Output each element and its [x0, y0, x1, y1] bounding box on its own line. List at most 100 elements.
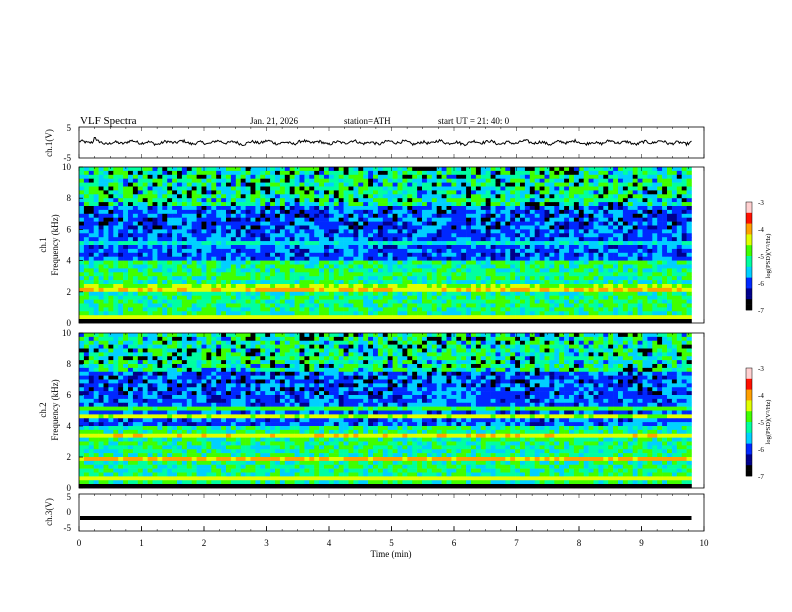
spectrogram-cell [191, 202, 197, 207]
spectrogram-cell [485, 295, 491, 300]
spectrogram-cell [461, 299, 467, 304]
spectrogram-cell [529, 233, 535, 238]
spectrogram-cell [456, 213, 462, 218]
spectrogram-cell [510, 315, 516, 320]
spectrogram-cell [181, 186, 188, 191]
spectrogram-cell [181, 194, 188, 199]
spectrogram-cell [686, 170, 692, 176]
spectrogram-cell [382, 198, 388, 203]
spectrogram-cell [618, 311, 624, 316]
spectrogram-cell [128, 299, 134, 304]
spectrogram-cell [593, 213, 599, 218]
spectrogram-cell [373, 167, 379, 172]
spectrogram-cell [137, 311, 143, 316]
spectrogram-cell [235, 284, 241, 289]
spectrogram-cell [324, 272, 330, 277]
spectrogram-cell [333, 272, 339, 277]
spectrogram-cell [657, 237, 663, 242]
spectrogram-cell [657, 260, 663, 265]
spectrogram-cell [627, 264, 633, 269]
spectrogram-cell [294, 229, 300, 234]
spectrogram-cell [676, 225, 682, 230]
spectrogram-cell [686, 245, 692, 250]
spectrogram-cell [431, 272, 437, 277]
spectrogram-cell [426, 264, 433, 269]
spectrogram-cell [304, 284, 310, 289]
spectrogram-cell [510, 284, 516, 289]
spectrogram-cell [637, 256, 643, 261]
spectrogram-cell [230, 213, 237, 218]
spectrogram-cell [304, 174, 310, 179]
spectrogram-cell [270, 178, 276, 183]
spectrogram-cell [206, 206, 212, 211]
spectrogram-cell [593, 186, 599, 191]
spectrogram-cell [260, 268, 266, 273]
spectrogram-cell [578, 186, 584, 191]
spectrogram-cell [485, 256, 491, 261]
spectrogram-cell [93, 291, 99, 296]
spectrogram-cell [436, 295, 442, 300]
spectrogram-cell [294, 299, 300, 304]
spectrogram-cell [128, 241, 134, 246]
spectrogram-cell [603, 217, 609, 222]
spectrogram-cell [201, 268, 207, 273]
spectrogram-cell [167, 202, 173, 207]
spectrogram-cell [123, 198, 129, 203]
spectrogram-cell [471, 174, 477, 179]
spectrogram-cell [103, 221, 109, 226]
spectrogram-cell [132, 237, 139, 242]
spectrogram-cell [480, 182, 486, 187]
spectrogram-cell [358, 182, 364, 187]
spectrogram-cell [309, 182, 315, 187]
spectrogram-cell [412, 233, 418, 238]
spectrogram-cell [128, 198, 134, 203]
spectrogram-cell [157, 233, 163, 238]
spectrogram-cell [431, 311, 437, 316]
spectrogram-cell [657, 303, 663, 308]
spectrogram-cell [289, 287, 295, 293]
spectrogram-cell [88, 221, 94, 226]
spectrogram-cell [319, 287, 325, 293]
spectrogram-cell [456, 252, 462, 257]
spectrogram-cell [495, 295, 501, 300]
spectrogram-cell [422, 190, 428, 195]
spectrogram-cell [559, 198, 565, 203]
spectrogram-cell [235, 248, 241, 254]
spectrogram-cell [250, 264, 256, 269]
spectrogram-cell [157, 170, 163, 176]
spectrogram-cell [93, 307, 99, 312]
spectrogram-cell [221, 268, 227, 273]
spectrogram-cell [603, 213, 609, 218]
spectrogram-cell [265, 233, 271, 238]
spectrogram-cell [466, 248, 472, 254]
spectrogram-cell [275, 264, 281, 269]
spectrogram-cell [573, 217, 580, 222]
spectrogram-cell [593, 167, 599, 172]
spectrogram-cell [534, 202, 540, 207]
spectrogram-cell [505, 264, 511, 269]
spectrogram-cell [627, 202, 633, 207]
spectrogram-cell [471, 221, 477, 226]
spectrogram-cell [564, 167, 570, 172]
spectrogram-cell [255, 264, 261, 269]
spectrogram-cell [466, 221, 472, 226]
spectrogram-cell [471, 291, 477, 296]
spectrogram-cell [211, 295, 217, 300]
spectrogram-cell [132, 182, 139, 187]
spectrogram-cell [382, 202, 388, 207]
spectrogram-cell [534, 280, 540, 285]
spectrogram-cell [456, 229, 462, 234]
spectrogram-cell [363, 260, 369, 265]
spectrogram-cell [137, 182, 143, 187]
spectrogram-cell [686, 303, 692, 308]
spectrogram-cell [471, 213, 477, 218]
spectrogram-cell [642, 295, 648, 300]
spectrogram-cell [284, 252, 290, 257]
spectrogram-cell [93, 272, 99, 277]
spectrogram-cell [485, 272, 491, 277]
spectrogram-cell [544, 299, 550, 304]
spectrogram-cell [505, 280, 511, 285]
spectrogram-cell [226, 303, 232, 308]
spectrogram-cell [407, 178, 413, 183]
spectrogram-cell [216, 264, 222, 269]
